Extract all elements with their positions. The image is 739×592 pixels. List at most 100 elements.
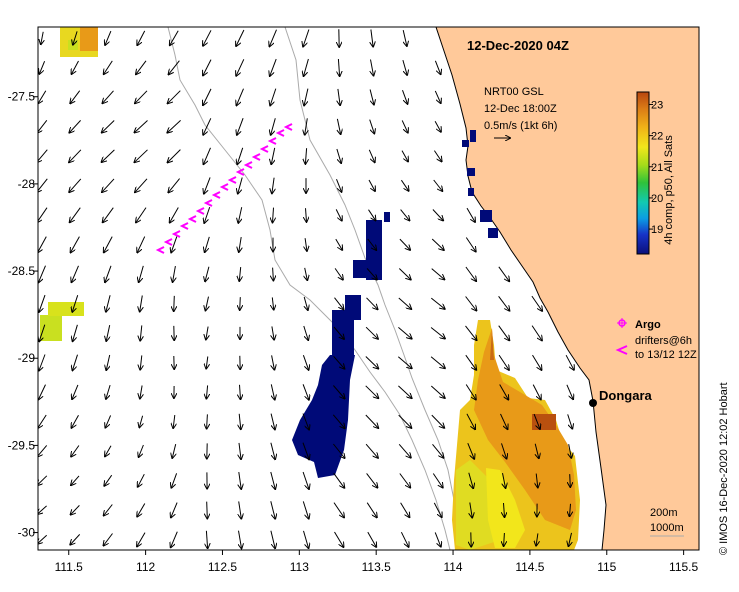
current-info-line1: NRT00 GSL [484, 86, 544, 98]
current-vector [238, 177, 243, 194]
current-vector [400, 502, 410, 517]
x-tick-label: 114 [443, 560, 462, 574]
current-vector [270, 501, 275, 518]
current-vector [206, 356, 208, 369]
current-vector [302, 442, 309, 460]
current-vector [38, 119, 48, 132]
current-vector [39, 324, 46, 342]
current-vector [173, 266, 176, 282]
current-vector [498, 354, 509, 370]
current-vector [239, 442, 241, 459]
contour-label-1000m: 1000m [650, 522, 684, 534]
current-vector [135, 178, 148, 192]
current-vector [239, 267, 240, 281]
current-vector [137, 236, 146, 253]
current-vector [334, 268, 343, 279]
current-vector [565, 354, 574, 370]
current-vector [533, 413, 540, 429]
colorbar-tick-label: 23 [651, 99, 663, 111]
current-vector [570, 503, 571, 516]
current-vector [398, 414, 412, 428]
current-vector [434, 90, 440, 103]
current-vector [536, 533, 538, 545]
drifter-position [283, 123, 293, 131]
current-vector [532, 384, 541, 400]
current-vector [38, 207, 48, 223]
current-vector [333, 472, 345, 488]
current-vector [240, 297, 241, 310]
current-vector [371, 29, 373, 47]
current-vector [204, 147, 211, 164]
x-tick-label: 113.5 [362, 560, 391, 574]
current-vector [239, 530, 242, 549]
current-vectors [38, 29, 574, 549]
current-vector [170, 207, 179, 223]
current-vector [205, 266, 210, 282]
current-vector [498, 266, 509, 281]
current-vector [304, 58, 309, 76]
current-vector [499, 384, 509, 400]
current-vector [399, 238, 410, 250]
argo-symbol-icon [617, 318, 627, 328]
current-vector [239, 472, 241, 489]
current-vector [71, 475, 80, 485]
current-vector [401, 120, 408, 132]
current-vector [203, 88, 212, 105]
current-vector [38, 475, 48, 485]
current-vector [38, 445, 48, 456]
current-vector [366, 473, 378, 487]
current-vector [400, 179, 408, 191]
current-vector [369, 119, 375, 134]
current-vector [171, 502, 178, 518]
current-vector [333, 502, 344, 518]
current-vector [467, 443, 474, 459]
bathymetry-200m [284, 27, 461, 550]
current-vector [273, 267, 274, 281]
current-vector [402, 90, 408, 104]
current-vector [303, 530, 309, 548]
current-vector [431, 414, 444, 428]
current-vector [140, 355, 142, 369]
current-vector [170, 30, 179, 45]
current-vector [105, 30, 112, 45]
current-vector [272, 297, 273, 309]
current-vector [400, 531, 408, 547]
current-vector [305, 267, 308, 280]
current-info-line3: 0.5m/s (1kt 6h) [484, 120, 557, 132]
current-vector [270, 413, 275, 430]
current-vector [171, 473, 178, 487]
current-info-line2: 12-Dec 18:00Z [484, 103, 557, 115]
current-vector [503, 473, 506, 488]
current-vector [168, 178, 180, 193]
current-vector [171, 531, 178, 548]
colorbar-tick-label: 22 [651, 131, 663, 143]
current-vector [430, 385, 444, 398]
drifter-symbol-icon [615, 345, 628, 355]
current-vector [73, 31, 78, 44]
current-vector [431, 268, 445, 280]
current-vector [465, 384, 476, 400]
current-vector [102, 149, 115, 162]
current-vector [237, 118, 244, 135]
drifter-position [251, 153, 261, 161]
current-vector [371, 59, 374, 76]
current-vector [38, 414, 47, 428]
current-vector [71, 236, 80, 253]
current-vector [305, 118, 308, 134]
current-vector [105, 445, 112, 457]
contour-label-200m: 200m [650, 507, 678, 519]
current-vector [337, 118, 340, 134]
current-vector [140, 295, 143, 312]
current-vector [203, 30, 212, 45]
current-vector [272, 177, 274, 194]
current-vector [104, 533, 113, 546]
current-vector [72, 295, 79, 312]
current-vector [270, 58, 277, 76]
current-vector [39, 384, 46, 400]
current-vector [135, 149, 148, 162]
current-vector [498, 295, 510, 310]
drifter-position [163, 238, 173, 246]
current-vector [137, 30, 146, 45]
current-vector [466, 207, 475, 222]
current-vector [566, 384, 573, 399]
